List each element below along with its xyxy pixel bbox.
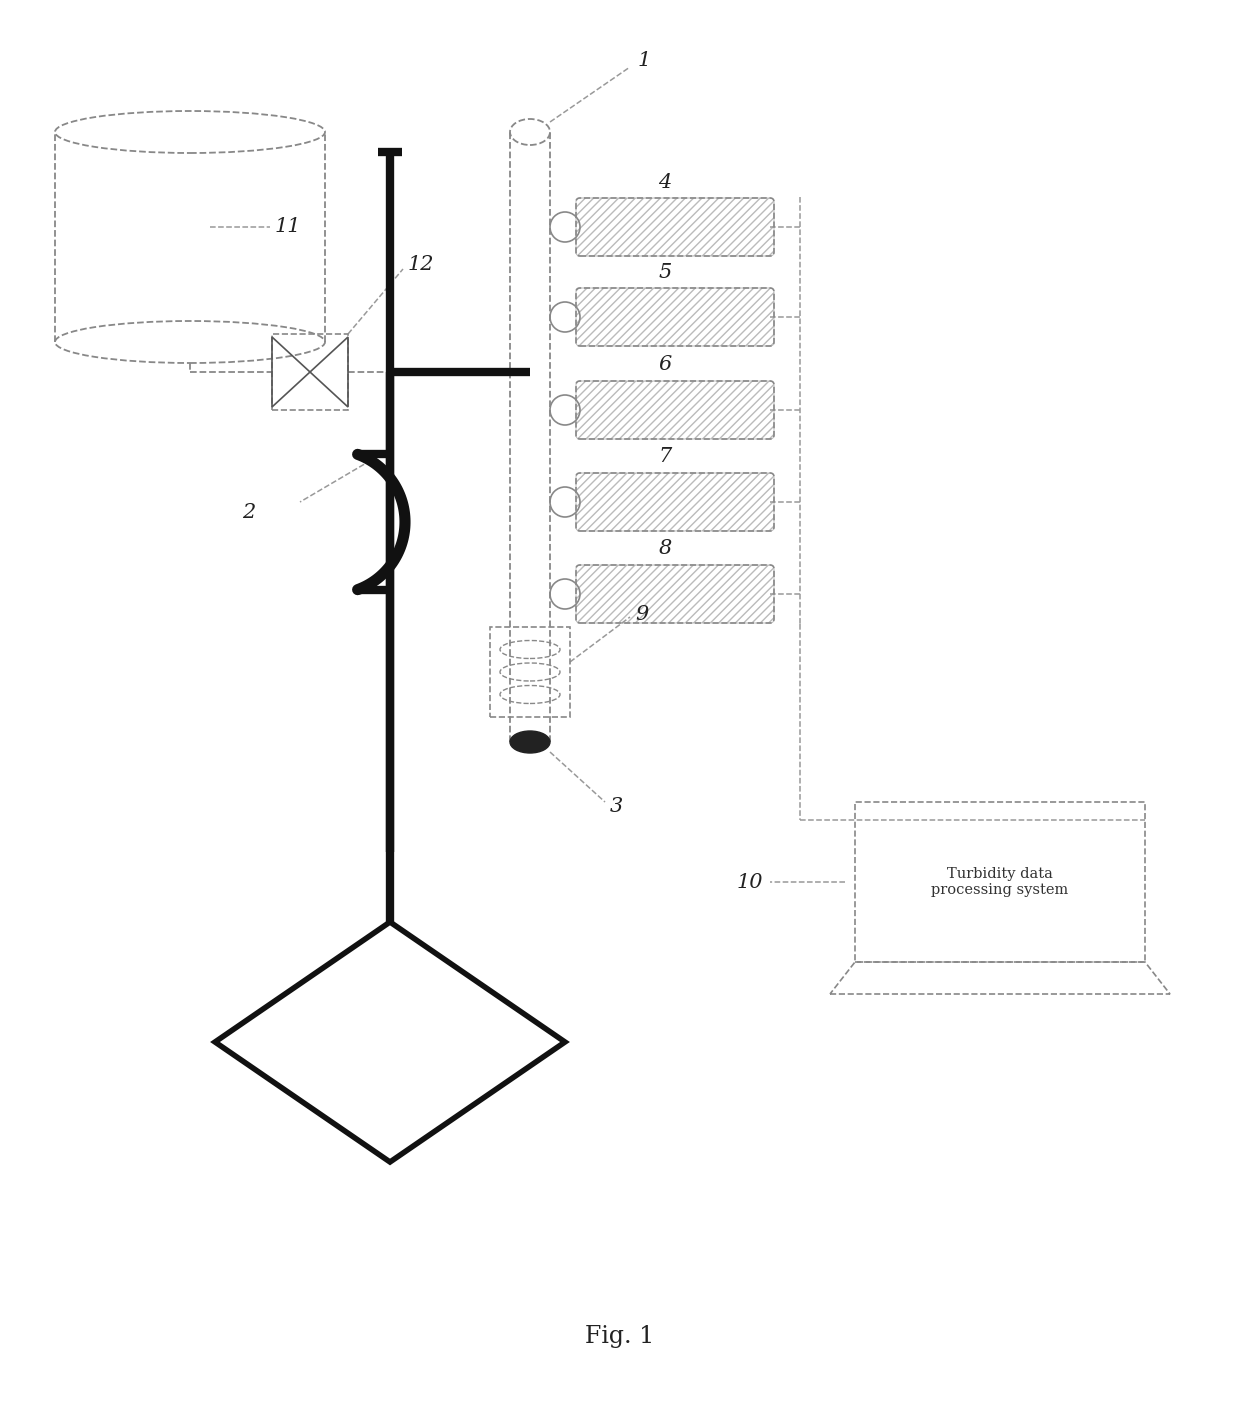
Text: 6: 6 (658, 356, 672, 374)
Text: 1: 1 (639, 51, 651, 70)
Text: 11: 11 (275, 218, 301, 236)
Text: Fig. 1: Fig. 1 (585, 1325, 655, 1348)
Text: 3: 3 (610, 798, 624, 816)
Ellipse shape (510, 731, 551, 754)
Bar (856, 802, 1145, 963)
Text: Turbidity data
processing system: Turbidity data processing system (931, 867, 1069, 897)
Text: 2: 2 (242, 502, 255, 522)
Text: 10: 10 (737, 873, 763, 892)
Bar (272, 334, 348, 410)
Text: 4: 4 (658, 172, 672, 192)
Text: 9: 9 (635, 604, 649, 623)
Text: 12: 12 (408, 255, 434, 273)
Text: 5: 5 (658, 263, 672, 282)
Polygon shape (215, 921, 565, 1162)
Text: 7: 7 (658, 448, 672, 466)
Bar (490, 627, 570, 717)
Text: 8: 8 (658, 539, 672, 559)
